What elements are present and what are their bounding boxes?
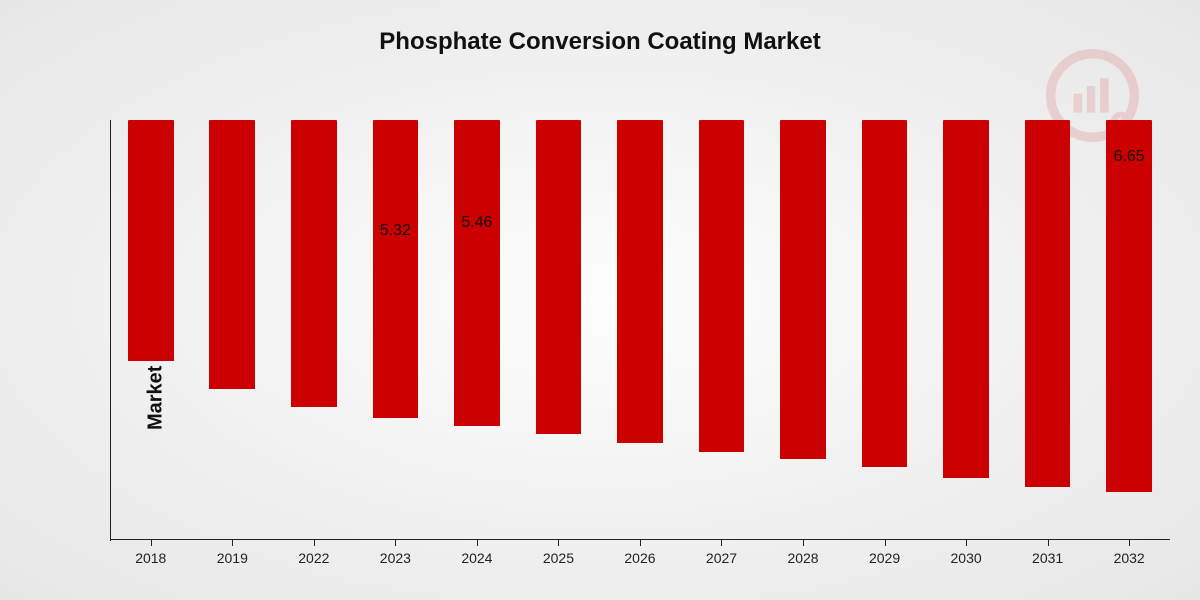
bar bbox=[373, 120, 419, 418]
bar-slot: 2029 bbox=[844, 120, 926, 540]
x-tick bbox=[1048, 540, 1049, 546]
x-axis-category-label: 2027 bbox=[706, 550, 737, 566]
bar-slot: 2018 bbox=[110, 120, 192, 540]
x-axis-category-label: 2030 bbox=[951, 550, 982, 566]
bar bbox=[454, 120, 500, 426]
bar-slot: 5.322023 bbox=[355, 120, 437, 540]
bar-slot: 6.652032 bbox=[1088, 120, 1170, 540]
bar-value-label: 6.65 bbox=[1114, 148, 1145, 166]
bar bbox=[128, 120, 174, 361]
x-tick bbox=[395, 540, 396, 546]
bar bbox=[862, 120, 908, 467]
bar bbox=[617, 120, 663, 443]
bar bbox=[291, 120, 337, 407]
x-tick bbox=[885, 540, 886, 546]
x-axis-category-label: 2022 bbox=[298, 550, 329, 566]
x-axis-category-label: 2029 bbox=[869, 550, 900, 566]
bar bbox=[780, 120, 826, 459]
x-tick bbox=[151, 540, 152, 546]
x-tick bbox=[966, 540, 967, 546]
chart-title: Phosphate Conversion Coating Market bbox=[0, 28, 1200, 56]
x-axis-category-label: 2031 bbox=[1032, 550, 1063, 566]
bar-value-label: 5.46 bbox=[461, 214, 492, 232]
x-axis-category-label: 2019 bbox=[217, 550, 248, 566]
bar-slot: 2022 bbox=[273, 120, 355, 540]
x-axis-category-label: 2018 bbox=[135, 550, 166, 566]
bar bbox=[209, 120, 255, 389]
bar bbox=[943, 120, 989, 478]
x-tick bbox=[803, 540, 804, 546]
x-axis-category-label: 2026 bbox=[624, 550, 655, 566]
x-tick bbox=[477, 540, 478, 546]
bar-slot: 2030 bbox=[925, 120, 1007, 540]
x-tick bbox=[640, 540, 641, 546]
x-tick bbox=[232, 540, 233, 546]
bar bbox=[1106, 120, 1152, 492]
plot-area: 2018201920225.3220235.462024202520262027… bbox=[110, 120, 1170, 540]
x-axis-category-label: 2032 bbox=[1114, 550, 1145, 566]
bar-slot: 2031 bbox=[1007, 120, 1089, 540]
bars-container: 2018201920225.3220235.462024202520262027… bbox=[110, 120, 1170, 540]
bar bbox=[536, 120, 582, 434]
x-tick bbox=[721, 540, 722, 546]
chart-frame: Phosphate Conversion Coating Market Mark… bbox=[0, 0, 1200, 600]
x-axis-category-label: 2028 bbox=[787, 550, 818, 566]
x-axis-category-label: 2023 bbox=[380, 550, 411, 566]
x-tick bbox=[558, 540, 559, 546]
bar-slot: 2028 bbox=[762, 120, 844, 540]
x-axis-category-label: 2024 bbox=[461, 550, 492, 566]
bar-slot: 2025 bbox=[518, 120, 600, 540]
bar-slot: 5.462024 bbox=[436, 120, 518, 540]
x-tick bbox=[1129, 540, 1130, 546]
bar bbox=[1025, 120, 1071, 487]
bar-value-label: 5.32 bbox=[380, 222, 411, 240]
bar-slot: 2026 bbox=[599, 120, 681, 540]
bar-slot: 2027 bbox=[681, 120, 763, 540]
x-tick bbox=[314, 540, 315, 546]
bar-slot: 2019 bbox=[192, 120, 274, 540]
bar bbox=[699, 120, 745, 452]
x-axis-category-label: 2025 bbox=[543, 550, 574, 566]
